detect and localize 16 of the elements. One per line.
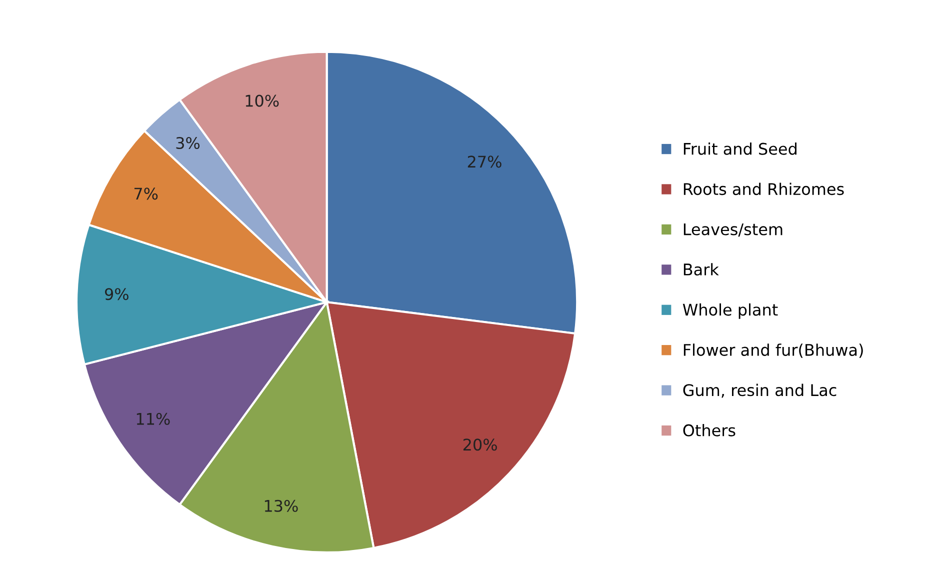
data-label: 10% [246,94,279,107]
data-label: 9% [104,288,128,300]
data-label: 3% [176,136,200,150]
data-label: 11% [136,412,170,425]
data-label: 7% [134,188,158,200]
legend-label: Others [683,424,736,436]
legend-label: Whole plant [682,303,778,319]
data-label: 13% [264,500,298,512]
legend-label: Flower and fur(Bhuwa) [684,344,863,358]
legend-label: Leaves/stem [684,223,782,237]
legend-label: Fruit and Seed [684,142,796,155]
data-label: 27% [468,156,502,168]
legend-label: Bark [684,263,719,276]
legend-label: Gum, resin and Lac [683,384,836,398]
data-label: 20% [463,438,497,451]
legend-label: Roots and Rhizomes [684,182,844,196]
